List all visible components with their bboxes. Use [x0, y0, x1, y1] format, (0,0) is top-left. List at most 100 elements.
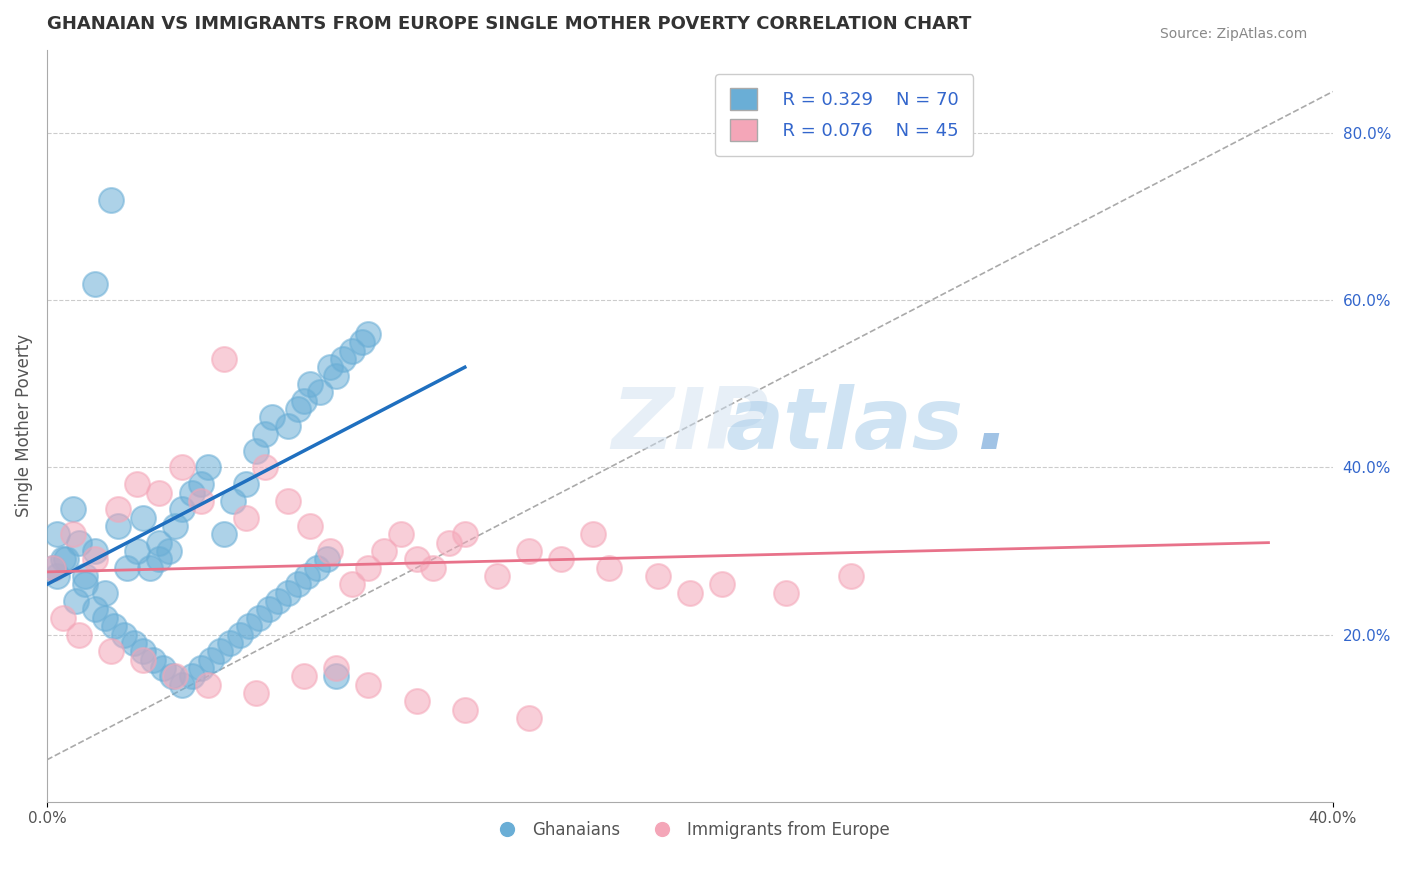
Point [52, 611, 75, 625]
Point [212, 527, 235, 541]
Point [325, 661, 347, 675]
Point [190, 494, 212, 508]
Point [190, 661, 212, 675]
Point [139, 560, 162, 574]
Point [299, 519, 322, 533]
Text: Source: ZipAtlas.com: Source: ZipAtlas.com [1160, 27, 1308, 41]
Point [342, 577, 364, 591]
Point [94, 586, 117, 600]
Point [319, 360, 342, 375]
Point [315, 552, 337, 566]
Point [245, 686, 267, 700]
Point [710, 577, 733, 591]
Point [148, 552, 170, 566]
Point [94, 611, 117, 625]
Point [485, 569, 508, 583]
Point [132, 644, 155, 658]
Point [287, 577, 309, 591]
Point [152, 661, 174, 675]
Point [332, 351, 354, 366]
Point [84, 552, 107, 566]
Point [325, 669, 347, 683]
Point [125, 477, 148, 491]
Text: ZIP: ZIP [612, 384, 769, 467]
Point [405, 694, 427, 708]
Point [52, 552, 75, 566]
Point [257, 602, 280, 616]
Point [839, 569, 862, 583]
Point [254, 427, 277, 442]
Point [100, 644, 122, 658]
Point [170, 460, 193, 475]
Point [212, 351, 235, 366]
Point [148, 535, 170, 549]
Point [517, 544, 540, 558]
Point [373, 544, 395, 558]
Point [582, 527, 605, 541]
Legend: Ghanaians, Immigrants from Europe: Ghanaians, Immigrants from Europe [484, 814, 896, 846]
Point [598, 560, 620, 574]
Point [405, 552, 427, 566]
Text: .: . [976, 384, 1008, 467]
Point [299, 376, 322, 391]
Point [162, 669, 184, 683]
Point [107, 519, 129, 533]
Point [292, 669, 315, 683]
Point [222, 494, 245, 508]
Point [260, 410, 283, 425]
Point [197, 678, 219, 692]
Point [550, 552, 572, 566]
Point [277, 586, 299, 600]
Point [254, 460, 277, 475]
Point [107, 502, 129, 516]
Point [357, 560, 380, 574]
Point [65, 594, 87, 608]
Point [165, 669, 187, 683]
Point [42, 560, 65, 574]
Point [132, 510, 155, 524]
Point [42, 560, 65, 574]
Point [454, 703, 477, 717]
Point [75, 569, 97, 583]
Point [84, 602, 107, 616]
Point [125, 544, 148, 558]
Point [165, 519, 187, 533]
Point [350, 335, 373, 350]
Point [103, 619, 125, 633]
Point [190, 477, 212, 491]
Point [132, 652, 155, 666]
Point [325, 368, 347, 383]
Text: GHANAIAN VS IMMIGRANTS FROM EUROPE SINGLE MOTHER POVERTY CORRELATION CHART: GHANAIAN VS IMMIGRANTS FROM EUROPE SINGL… [46, 15, 972, 33]
Point [117, 560, 139, 574]
Point [170, 678, 193, 692]
Point [517, 711, 540, 725]
Point [148, 485, 170, 500]
Point [112, 627, 135, 641]
Text: atlas: atlas [725, 384, 963, 467]
Point [180, 669, 202, 683]
Point [245, 443, 267, 458]
Point [170, 502, 193, 516]
Point [84, 277, 107, 291]
Point [305, 560, 328, 574]
Point [219, 636, 242, 650]
Point [297, 569, 319, 583]
Point [277, 494, 299, 508]
Point [67, 627, 90, 641]
Point [45, 527, 67, 541]
Point [235, 477, 257, 491]
Point [200, 652, 222, 666]
Point [180, 485, 202, 500]
Point [157, 544, 180, 558]
Point [235, 510, 257, 524]
Point [122, 636, 145, 650]
Point [62, 502, 84, 516]
Point [197, 460, 219, 475]
Point [100, 193, 122, 207]
Point [267, 594, 290, 608]
Point [389, 527, 412, 541]
Point [679, 586, 702, 600]
Point [357, 678, 380, 692]
Point [229, 627, 252, 641]
Point [277, 418, 299, 433]
